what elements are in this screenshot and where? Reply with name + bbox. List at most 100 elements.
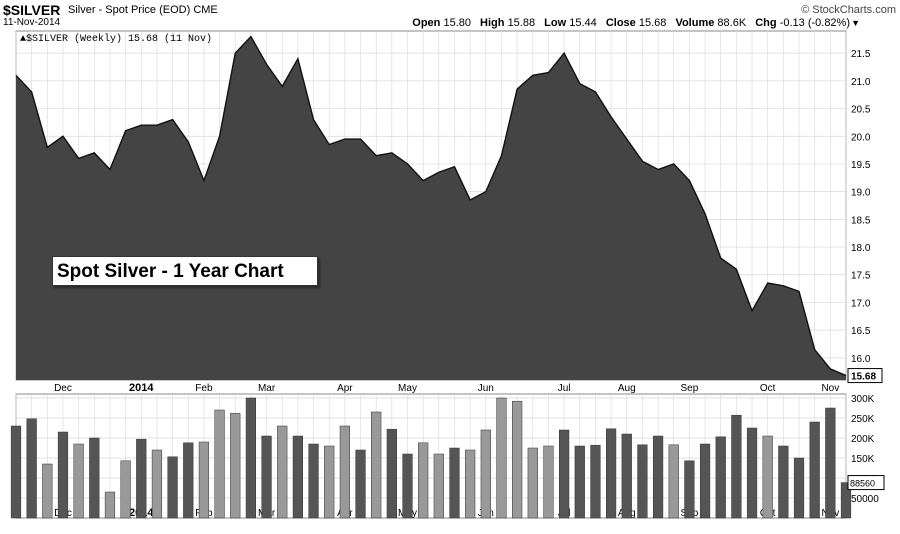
- volume-bar: [371, 411, 382, 519]
- volume-bar: [480, 429, 491, 519]
- price-tick-label: 16.0: [851, 354, 871, 365]
- volume-bar: [559, 429, 570, 519]
- volume-bar: [151, 449, 163, 519]
- volume-bar: [574, 445, 585, 519]
- volume-bar: [339, 425, 350, 519]
- volume-bar: [230, 412, 241, 519]
- volume-bar: [355, 449, 366, 519]
- volume-bar: [715, 436, 726, 519]
- description-text: Silver - Spot Price (EOD): [68, 4, 191, 16]
- volume-value: 88.6K: [717, 17, 747, 29]
- volume-bar: [699, 443, 711, 519]
- volume-bar: [746, 427, 758, 519]
- volume-bar: [433, 453, 444, 519]
- volume-bar: [89, 437, 100, 519]
- header-row: $SILVER Silver - Spot Price (EOD) CME © …: [0, 2, 900, 18]
- volume-bar: [496, 397, 507, 519]
- open-value: 15.80: [443, 17, 471, 29]
- volume-bar: [418, 442, 429, 519]
- price-x-label: 2014: [129, 382, 154, 394]
- last-price-label: 15.68: [851, 372, 876, 383]
- volume-bar: [731, 414, 742, 519]
- volume-bar: [605, 428, 617, 519]
- price-x-label: Nov: [821, 383, 839, 394]
- volume-bar: [26, 418, 37, 519]
- site-credit[interactable]: © StockCharts.com: [801, 4, 896, 16]
- volume-bar: [762, 435, 773, 519]
- triangle-down-icon[interactable]: ▼: [851, 18, 860, 28]
- volume-bar: [684, 460, 695, 519]
- volume-bar: [543, 445, 554, 519]
- volume-bar: [198, 441, 210, 519]
- price-area: [16, 36, 846, 381]
- volume-bar: [136, 438, 147, 519]
- price-line: [15, 35, 847, 377]
- volume-bar: [637, 444, 648, 519]
- price-tick-label: 16.5: [851, 326, 871, 337]
- high-value: 15.88: [507, 17, 536, 29]
- volume-bar: [449, 447, 460, 519]
- volume-bar: [527, 447, 538, 519]
- quote-date: 11-Nov-2014: [3, 17, 61, 28]
- price-x-label: Feb: [195, 383, 213, 394]
- volume-bar: [104, 491, 116, 519]
- header-quote-row: 11-Nov-2014 Open 15.80 High 15.88 Low 15…: [0, 17, 900, 29]
- price-tick-label: 17.0: [851, 298, 871, 309]
- price-tick-label: 18.0: [851, 243, 871, 254]
- volume-bar: [590, 444, 601, 519]
- price-tick-label: 19.0: [851, 188, 871, 199]
- volume-bar: [465, 449, 476, 519]
- chg-label: Chg: [755, 17, 777, 29]
- volume-tick-label: 150K: [851, 454, 875, 465]
- chg-value: -0.13 (-0.82%): [779, 17, 850, 29]
- price-tick-label: 21.0: [851, 77, 871, 88]
- last-volume-tag: [847, 475, 885, 491]
- price-x-label: Dec: [54, 383, 72, 394]
- volume-bar: [840, 482, 852, 519]
- volume-bar: [214, 409, 225, 519]
- volume-bar: [277, 425, 288, 519]
- last-price-tag: [847, 368, 883, 384]
- price-x-label: Aug: [618, 383, 636, 394]
- volume-bar: [167, 456, 178, 519]
- price-x-label: May: [398, 383, 417, 394]
- symbol: $SILVER: [3, 2, 61, 18]
- volume-label: Volume: [675, 17, 715, 29]
- price-x-label: Jun: [478, 383, 494, 394]
- price-tick-label: 17.5: [851, 271, 871, 282]
- price-tick-label: 19.5: [851, 160, 871, 171]
- price-x-label: Jul: [558, 383, 571, 394]
- volume-bar: [778, 445, 789, 519]
- volume-tick-label: 300K: [851, 394, 875, 405]
- volume-bar: [621, 433, 632, 519]
- volume-tick-label: 50000: [851, 494, 879, 505]
- ohlc-readout: Open 15.80 High 15.88 Low 15.44 Close 15…: [406, 17, 850, 29]
- price-tick-label: 20.5: [851, 105, 871, 116]
- price-tick-label: 21.5: [851, 49, 871, 60]
- overlay-title: Spot Silver - 1 Year Chart: [52, 256, 318, 286]
- series-legend: ▲$SILVER (Weekly) 15.68 (11 Nov): [20, 33, 212, 45]
- open-label: Open: [412, 17, 441, 29]
- volume-bar: [245, 397, 257, 519]
- description: Silver - Spot Price (EOD) CME: [68, 4, 218, 16]
- volume-bar: [10, 425, 22, 519]
- close-label: Close: [605, 17, 636, 29]
- volume-bar: [512, 400, 523, 519]
- volume-bar: [261, 435, 272, 519]
- volume-bar: [73, 443, 84, 519]
- volume-bar: [57, 431, 69, 519]
- volume-bar: [809, 421, 820, 519]
- price-x-label: Mar: [258, 383, 276, 394]
- high-label: High: [480, 17, 505, 29]
- volume-bar: [825, 407, 836, 519]
- volume-bar: [324, 445, 335, 519]
- volume-bar: [652, 435, 664, 519]
- close-value: 15.68: [638, 17, 667, 29]
- volume-tick-label: 200K: [851, 434, 875, 445]
- volume-bar: [308, 443, 319, 519]
- low-label: Low: [544, 17, 567, 29]
- volume-bar: [386, 428, 397, 519]
- price-tick-label: 20.0: [851, 132, 871, 143]
- price-x-label: Oct: [760, 383, 776, 394]
- price-tick-label: 18.5: [851, 215, 871, 226]
